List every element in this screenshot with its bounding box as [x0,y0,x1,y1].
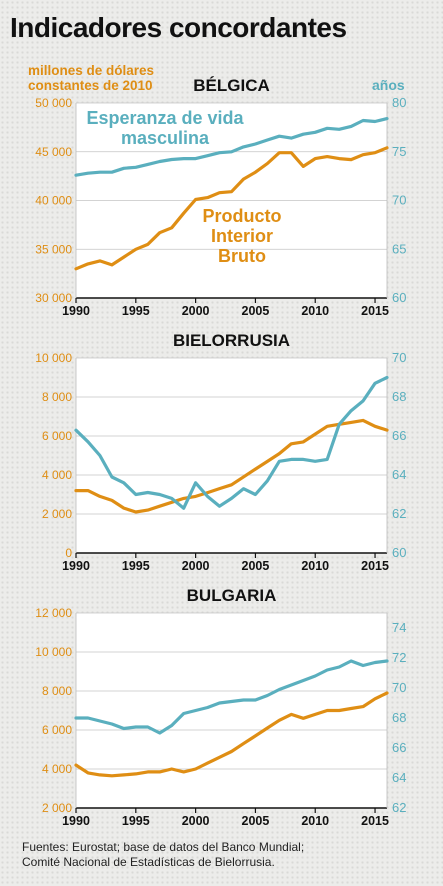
x-tick-label: 2005 [242,814,270,828]
y-right-tick-label: 70 [392,350,406,365]
y-left-tick-label: 4 000 [42,468,72,482]
y-left-tick-label: 10 000 [35,645,72,659]
life-expectancy-series-line [74,375,389,510]
life-expectancy-series-line [74,116,389,177]
life-expectancy-series-label: Esperanza de vida [86,108,244,128]
x-tick-label: 1995 [122,304,150,318]
x-tick-label: 1995 [122,559,150,573]
chart-panel-1: 1990 1995 2000 2005 2010 2015 0 2 000 4 000 6 000… [35,331,406,573]
gdp-series-label: Bruto [218,246,266,266]
y-left-tick-label: 8 000 [42,390,72,404]
gdp-series-label: Producto [203,206,282,226]
panel-title: BULGARIA [187,586,277,605]
plot-area [76,358,387,553]
chart-panel-2: 1990 1995 2000 2005 2010 2015 2 000 4 000 6 000 8… [35,586,406,828]
y-right-tick-label: 66 [392,740,406,755]
panel-title: BÉLGICA [193,76,270,95]
y-left-tick-label: 10 000 [35,351,72,365]
y-right-tick-label: 70 [392,680,406,695]
x-tick-label: 2005 [242,559,270,573]
left-axis-label: millones de dólares [28,63,154,78]
y-right-tick-label: 70 [392,193,406,208]
y-right-tick-label: 66 [392,428,406,443]
x-tick-label: 1995 [122,814,150,828]
y-left-tick-label: 2 000 [42,801,72,815]
y-right-tick-label: 64 [392,770,406,785]
y-left-tick-label: 30 000 [35,291,72,305]
life-expectancy-series-line [74,659,389,735]
y-left-tick-label: 4 000 [42,762,72,776]
y-right-tick-label: 62 [392,800,406,815]
y-left-tick-label: 6 000 [42,429,72,443]
x-tick-label: 2000 [182,304,210,318]
x-tick-label: 2015 [361,814,389,828]
y-left-tick-label: 50 000 [35,96,72,110]
gdp-series-line [74,691,389,778]
y-right-tick-label: 62 [392,506,406,521]
y-right-tick-label: 74 [392,620,406,635]
source-note: Fuentes: Eurostat; base de datos del Ban… [22,840,304,870]
life-expectancy-series-label: masculina [121,128,210,148]
y-right-tick-label: 75 [392,144,406,159]
x-tick-label: 2010 [301,304,329,318]
y-left-tick-label: 0 [65,546,72,560]
y-left-tick-label: 8 000 [42,684,72,698]
gdp-series-line [74,418,389,514]
x-tick-label: 2015 [361,304,389,318]
source-line: Fuentes: Eurostat; base de datos del Ban… [22,840,305,854]
x-tick-label: 2015 [361,559,389,573]
y-left-tick-label: 45 000 [35,145,72,159]
y-right-tick-label: 68 [392,389,406,404]
x-tick-label: 2000 [182,559,210,573]
right-axis-label: años [372,77,405,93]
chart-panel-0: 1990 1995 2000 2005 2010 2015 30 000 35 000 40 0… [28,63,406,318]
x-tick-label: 1990 [62,304,90,318]
gdp-series-label: Interior [211,226,273,246]
y-right-tick-label: 65 [392,241,406,256]
y-right-tick-label: 60 [392,545,406,560]
gdp-series-line [74,146,389,271]
panel-title: BIELORRUSIA [173,331,290,350]
y-right-tick-label: 64 [392,467,406,482]
y-right-tick-label: 72 [392,650,406,665]
y-right-tick-label: 68 [392,710,406,725]
x-tick-label: 2000 [182,814,210,828]
x-tick-label: 2010 [301,559,329,573]
y-left-tick-label: 35 000 [35,242,72,256]
left-axis-label: constantes de 2010 [28,78,153,93]
y-left-tick-label: 40 000 [35,194,72,208]
page-title: Indicadores concordantes [10,12,347,43]
y-left-tick-label: 12 000 [35,606,72,620]
y-right-tick-label: 60 [392,290,406,305]
y-left-tick-label: 2 000 [42,507,72,521]
x-tick-label: 2005 [242,304,270,318]
x-tick-label: 1990 [62,814,90,828]
x-tick-label: 1990 [62,559,90,573]
x-tick-label: 2010 [301,814,329,828]
y-left-tick-label: 6 000 [42,723,72,737]
y-right-tick-label: 80 [392,95,406,110]
source-line: Comité Nacional de Estadísticas de Bielo… [22,855,275,869]
